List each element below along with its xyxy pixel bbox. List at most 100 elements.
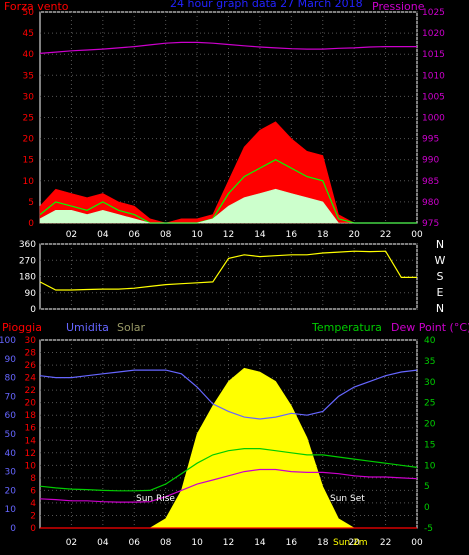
x-tick-label: 16: [286, 230, 298, 240]
chart-title: 24 hour graph data 27 March 2018: [170, 0, 363, 10]
x-tick-label: 04: [97, 230, 109, 240]
x-tick-label: 12: [223, 230, 234, 240]
compass-letter: N: [436, 302, 444, 315]
wind-tick-label: 25: [23, 114, 34, 124]
wind-tick-label: 50: [23, 8, 35, 18]
pressure-tick-label: 1005: [422, 92, 445, 102]
rain-tick-label: 28: [25, 349, 37, 359]
rain-tick-label: 8: [30, 474, 36, 484]
temperature-label: Temperatura: [311, 321, 382, 334]
humidity-tick-label: 70: [5, 392, 17, 402]
wind-tick-label: 35: [23, 71, 34, 81]
x-tick-label: 20: [348, 230, 360, 240]
temperature-tick-label: 40: [424, 336, 436, 346]
temperature-tick-label: 5: [424, 482, 430, 492]
rain-tick-label: 0: [30, 524, 36, 534]
direction-ticks: 0 90 180 270 360: [19, 240, 36, 315]
sun-time-annotation: Sun 2m: [333, 538, 367, 548]
pressure-tick-label: 980: [422, 198, 439, 208]
x-tick-label: 10: [191, 538, 203, 548]
humidity-tick-label: 10: [5, 505, 17, 515]
rain-tick-label: 30: [25, 336, 37, 346]
x-tick-label: 14: [254, 230, 266, 240]
rain-tick-label: 2: [30, 511, 36, 521]
humidity-tick-label: 40: [5, 449, 17, 459]
wind-left-ticks: 0 5 10 15 20 25 30 35 40 45 50: [23, 8, 35, 229]
sunrise-annotation: Sun Rise: [136, 494, 175, 504]
pressure-tick-label: 1025: [422, 8, 445, 18]
pressure-tick-label: 975: [422, 219, 439, 229]
x-tick-label: 00: [411, 538, 423, 548]
bottom-marks: [39, 367, 418, 529]
direction-tick-label: 360: [19, 240, 36, 250]
rain-label: Pioggia: [2, 321, 42, 334]
x-tick-label: 04: [97, 538, 109, 548]
temperature-tick-label: 20: [424, 420, 436, 430]
pressure-series: [39, 41, 417, 54]
wind-tick-label: 5: [28, 198, 34, 208]
x-tick-label: 00: [411, 230, 423, 240]
pressure-axis-title: Pressione: [372, 0, 425, 13]
direction-series: [39, 250, 417, 291]
wind-tick-label: 15: [23, 156, 34, 166]
compass-letter: E: [437, 286, 444, 299]
temperature-tick-label: 25: [424, 399, 435, 409]
temperature-tick-label: 35: [424, 357, 435, 367]
x-tick-label: 10: [191, 230, 203, 240]
x-tick-label: 20: [348, 538, 360, 548]
humidity-tick-label: 60: [5, 411, 17, 421]
compass-letter: N: [436, 238, 444, 251]
wind-tick-label: 45: [23, 29, 34, 39]
rain-tick-label: 12: [25, 449, 36, 459]
temperature-series: [39, 448, 418, 492]
x-tick-label: 14: [254, 538, 266, 548]
rain-tick-label: 24: [25, 374, 37, 384]
humidity-tick-label: 50: [5, 430, 17, 440]
wind-tick-label: 0: [28, 219, 34, 229]
x-tick-label: 08: [160, 538, 172, 548]
pressure-right-ticks: 975 980 985 990 995 1000 1005 1010 1015 1020 1025: [422, 8, 445, 229]
rain-tick-label: 16: [25, 424, 37, 434]
pressure-tick-label: 1015: [422, 50, 445, 60]
humidity-series: [39, 369, 418, 420]
x-tick-label: 18: [317, 230, 329, 240]
dewpoint-series: [39, 468, 418, 503]
pressure-tick-label: 985: [422, 177, 439, 187]
temperature-tick-label: 30: [424, 378, 436, 388]
wind-tick-label: 20: [23, 135, 35, 145]
humidity-tick-label: 30: [5, 468, 17, 478]
x-tick-label: 18: [317, 538, 329, 548]
sunset-annotation: Sun Set: [330, 494, 365, 504]
x-tick-label: 08: [160, 230, 172, 240]
x-tick-label: 02: [66, 230, 77, 240]
temperature-tick-label: 10: [424, 461, 436, 471]
x-tick-label: 06: [129, 230, 141, 240]
humidity-label: Umidita: [66, 321, 109, 334]
rain-tick-label: 10: [25, 461, 37, 471]
dewpoint-label: Dew Point (°C): [391, 321, 469, 334]
wind-tick-label: 10: [23, 177, 35, 187]
x-tick-label: 16: [286, 538, 298, 548]
compass-letter: W: [435, 254, 446, 267]
pressure-tick-label: 995: [422, 135, 439, 145]
direction-tick-label: 90: [25, 289, 37, 299]
rain-tick-label: 18: [25, 411, 37, 421]
rain-tick-label: 22: [25, 386, 36, 396]
bottom-x-ticks: 02 04 06 08 10 12 14 16 18 20 22 00: [66, 538, 423, 548]
x-tick-label: 12: [223, 538, 234, 548]
rain-tick-label: 14: [25, 436, 37, 446]
x-tick-label: 06: [129, 538, 141, 548]
x-tick-label: 02: [66, 538, 77, 548]
direction-grid: [40, 243, 418, 310]
avg-wind-series: [39, 188, 417, 224]
wind-axis-title: Forza vento: [4, 0, 69, 13]
humidity-tick-label: 80: [5, 374, 17, 384]
direction-tick-label: 180: [19, 273, 36, 283]
wind-pressure-marks: [39, 41, 417, 224]
x-tick-label: 22: [380, 230, 391, 240]
pressure-tick-label: 1020: [422, 29, 445, 39]
